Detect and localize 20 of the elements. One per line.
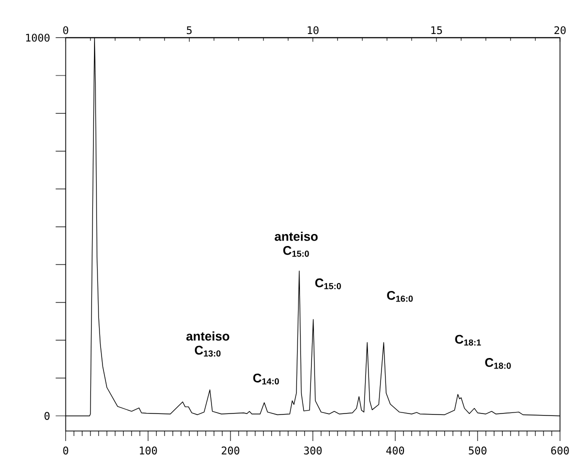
x2-tick-label: 15 bbox=[431, 26, 442, 34]
x-tick-label: 400 bbox=[386, 446, 404, 454]
x-tick-label: 0 bbox=[63, 446, 68, 454]
annotation: anteiso C$_{13:0}$ bbox=[186, 331, 230, 357]
annotation: C$_{18:0}$ bbox=[485, 358, 511, 369]
x-tick-label: 600 bbox=[551, 446, 569, 454]
x-tick-label: 100 bbox=[140, 446, 157, 454]
x-tick-label: 500 bbox=[468, 446, 486, 454]
x-tick-label: 200 bbox=[222, 446, 240, 454]
annotation: anteiso C$_{15:0}$ bbox=[274, 232, 318, 257]
annotation: C$_{18:1}$ bbox=[455, 334, 481, 346]
x-tick-label: 300 bbox=[304, 446, 322, 454]
x2-tick-label: 5 bbox=[186, 26, 192, 34]
annotation: C$_{15:0}$ bbox=[315, 278, 341, 290]
x2-tick-label: 20 bbox=[554, 26, 566, 34]
x2-tick-label: 10 bbox=[308, 26, 318, 34]
annotation: C$_{14:0}$ bbox=[253, 374, 279, 384]
annotation: C$_{16:0}$ bbox=[387, 290, 413, 302]
x2-tick-label: 0 bbox=[63, 26, 68, 34]
y-tick-label: 1000 bbox=[26, 34, 50, 42]
